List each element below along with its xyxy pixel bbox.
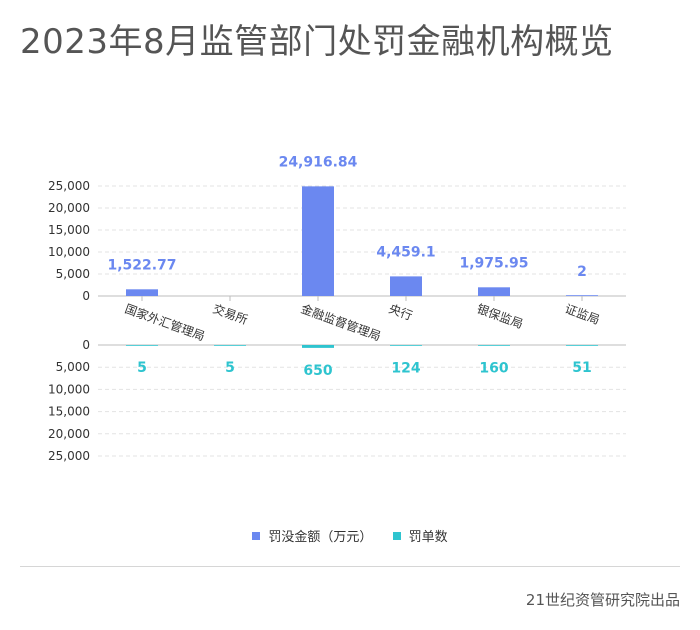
data-label-amount: 24,916.84 [279,154,358,170]
data-label-count: 124 [391,361,420,377]
legend-label-amount: 罚没金额（万元） [268,530,373,545]
data-label-amount: 1,975.95 [459,255,528,271]
y-tick-label-upper: 25,000 [48,179,90,193]
data-label-count: 5 [137,360,147,376]
footer-divider [20,566,680,567]
y-tick-label-lower: 0 [82,338,90,352]
bar-amount [566,295,598,296]
x-tick-label: 证监局 [563,302,602,327]
data-label-amount: 4,459.1 [376,244,435,260]
y-tick-label-lower: 5,000 [56,360,90,374]
legend-swatch-amount [252,531,261,540]
bar-count [126,345,158,346]
y-tick-label-lower: 15,000 [48,405,90,419]
bar-count [566,345,598,346]
bar-amount [126,289,158,296]
y-tick-label-upper: 0 [82,289,90,303]
legend-item-amount[interactable]: 罚没金额（万元） [252,526,372,545]
chart-title: 2023年8月监管部门处罚金融机构概览 [20,22,614,62]
chart-legend: 罚没金额（万元） 罚单数 [0,526,700,545]
y-tick-label-upper: 5,000 [56,267,90,281]
legend-item-count[interactable]: 罚单数 [392,526,448,545]
x-tick-label: 央行 [387,302,414,323]
x-tick-label: 银保监局 [475,302,525,332]
source-credit: 21世纪资管研究院出品 [525,591,680,609]
y-tick-label-upper: 15,000 [48,223,90,237]
butterfly-bar-chart: 0 0 5,000 5,000 10,000 10,000 15,000 15,000 20,0… [48,154,626,463]
data-label-count: 650 [303,363,332,379]
data-label-count: 160 [479,361,508,377]
x-tick-label: 金融监督管理局 [299,301,383,344]
y-tick-label-upper: 20,000 [48,201,90,215]
y-tick-label-lower: 10,000 [48,382,90,396]
y-tick-label-lower: 20,000 [48,427,90,441]
x-tick-label: 国家外汇管理局 [123,301,207,344]
data-label-amount: 2 [577,264,587,280]
bar-count [390,345,422,346]
bar-count [214,345,246,346]
data-label-amount: 1,522.77 [107,257,176,273]
bar-count [478,345,510,346]
data-label-count: 5 [225,360,235,376]
bar-amount [302,186,334,296]
bar-amount [390,276,422,296]
y-tick-label-upper: 10,000 [48,245,90,259]
bar-amount [478,287,510,296]
y-tick-label-lower: 25,000 [48,449,90,463]
bar-count [302,345,334,348]
x-tick-label: 交易所 [211,301,250,327]
legend-label-count: 罚单数 [408,530,448,545]
legend-swatch-count [392,531,401,540]
data-label-count: 51 [572,360,591,376]
